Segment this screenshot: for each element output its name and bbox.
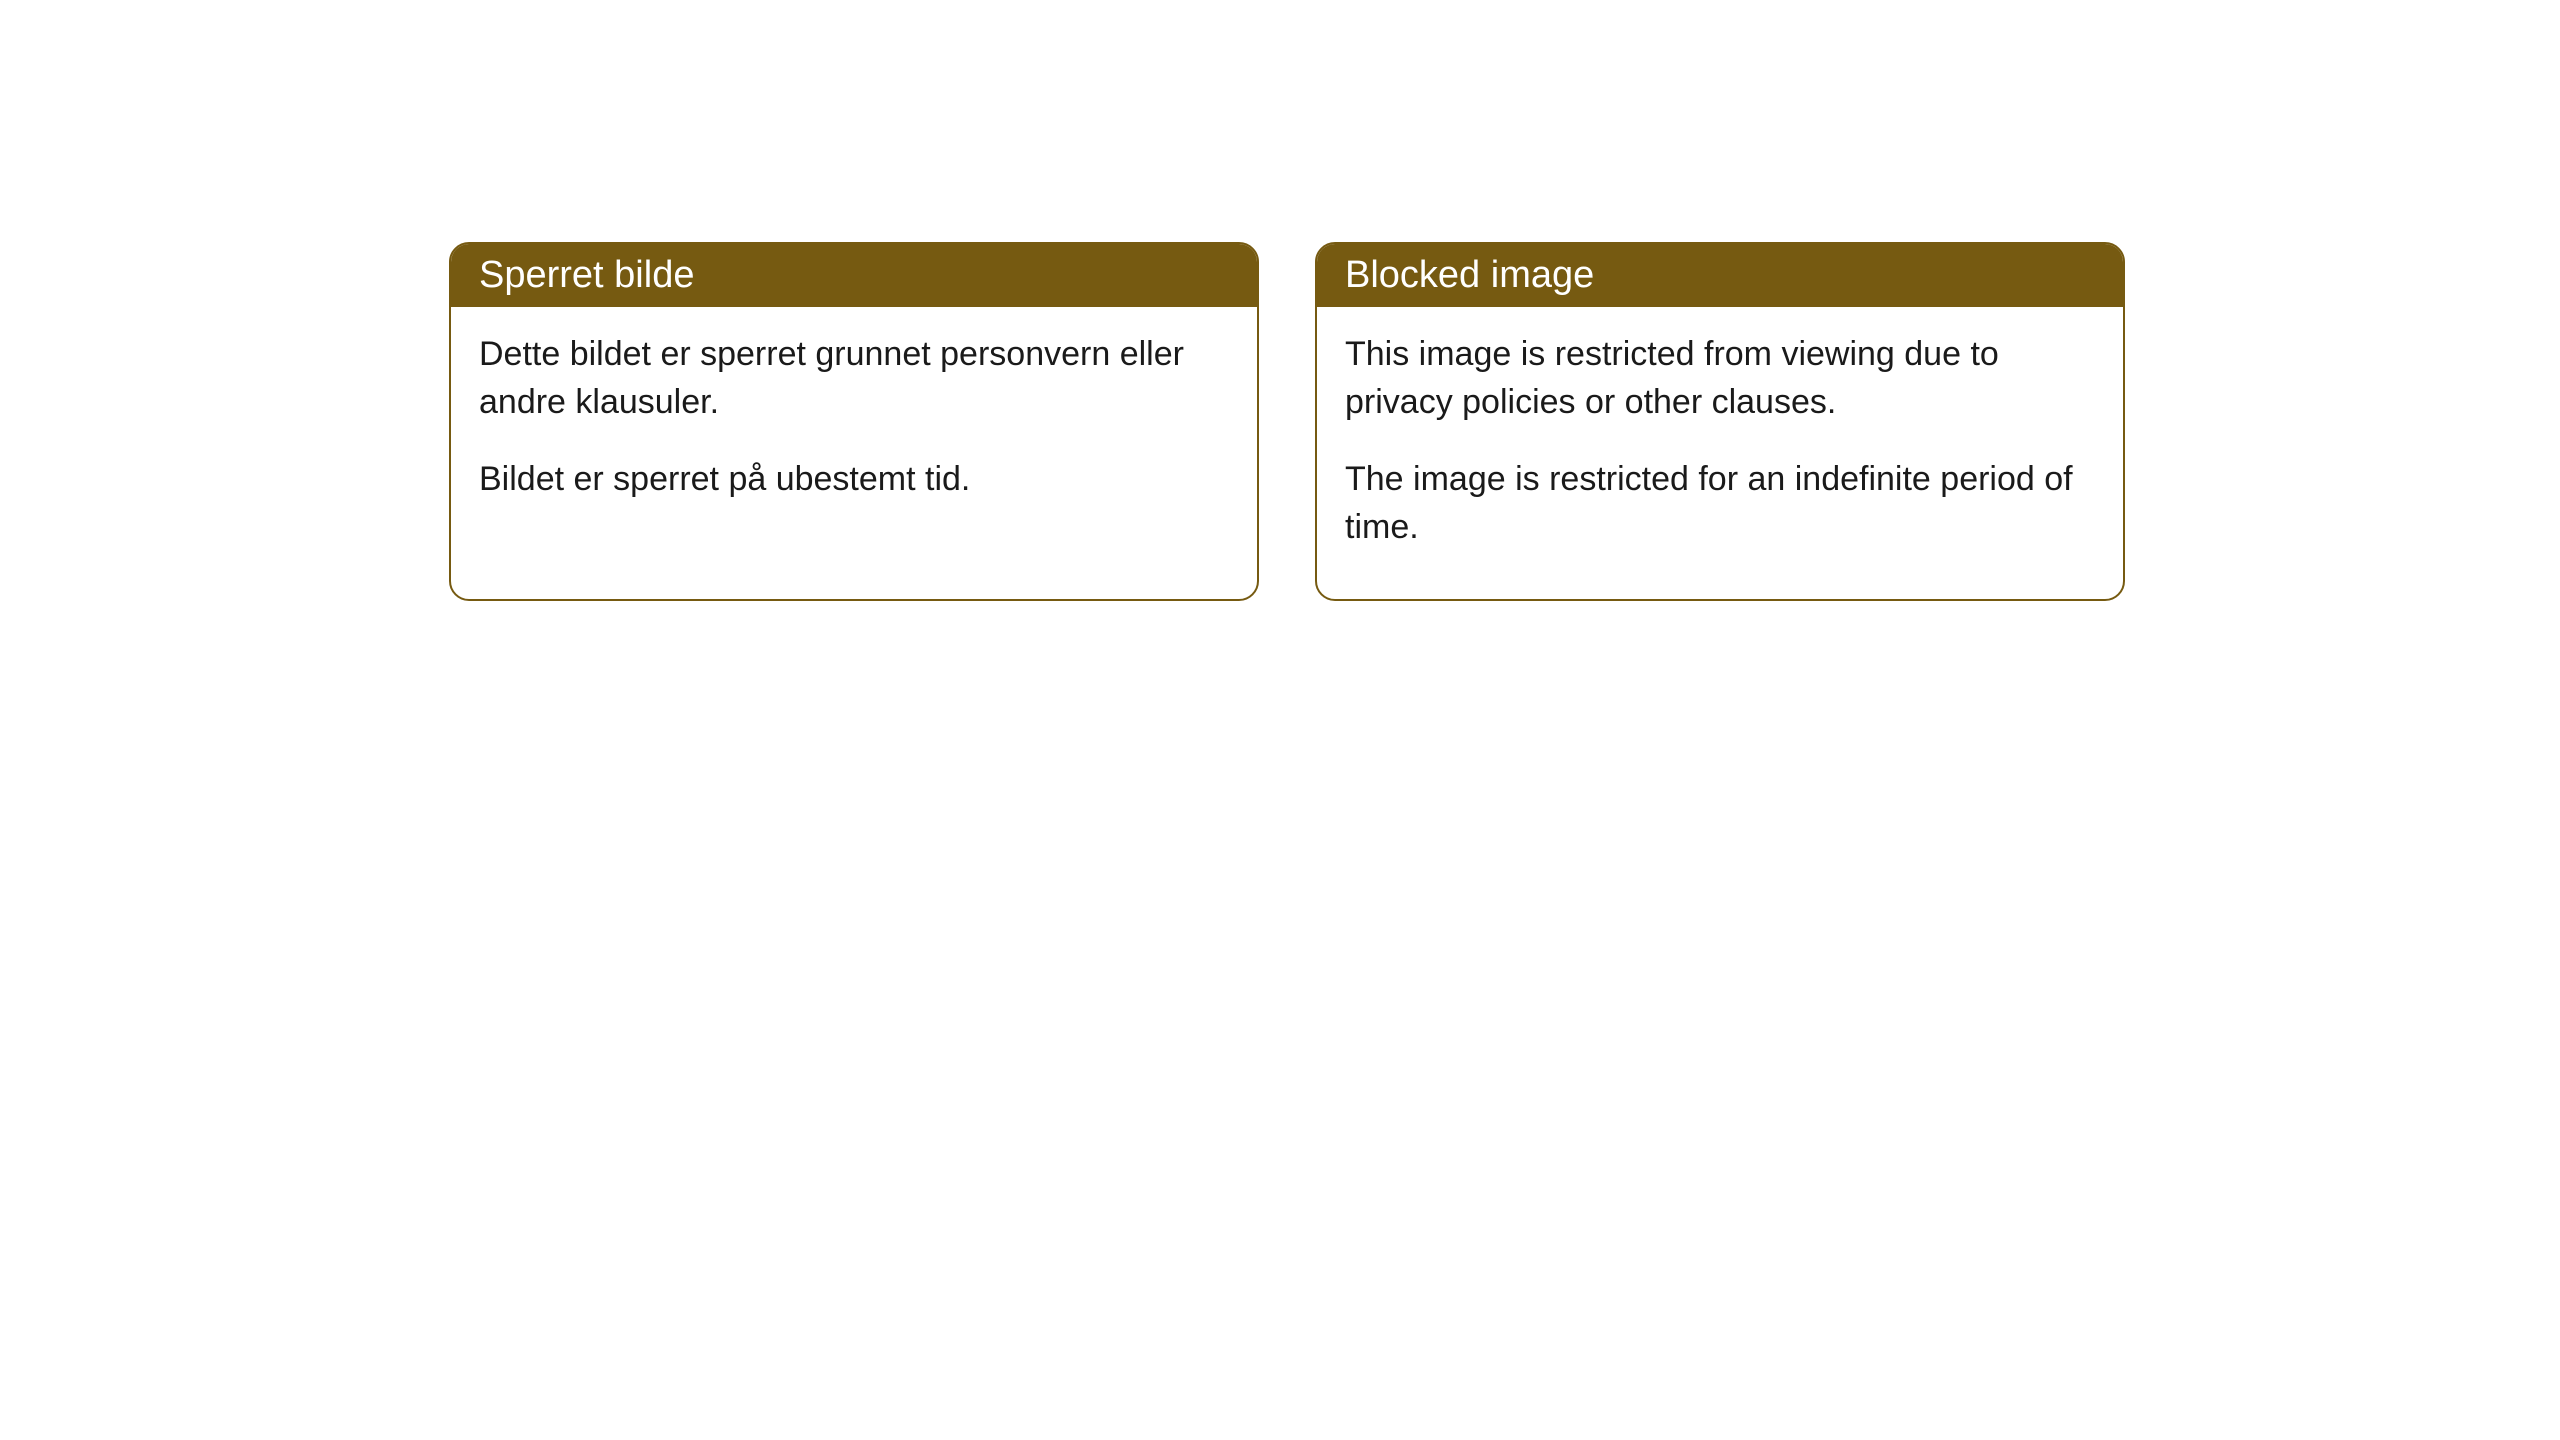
notice-card-norwegian: Sperret bilde Dette bildet er sperret gr…: [449, 242, 1259, 601]
card-body: Dette bildet er sperret grunnet personve…: [451, 307, 1257, 552]
card-header: Sperret bilde: [451, 244, 1257, 307]
card-paragraph: The image is restricted for an indefinit…: [1345, 456, 2095, 551]
card-paragraph: This image is restricted from viewing du…: [1345, 331, 2095, 426]
card-paragraph: Dette bildet er sperret grunnet personve…: [479, 331, 1229, 426]
card-body: This image is restricted from viewing du…: [1317, 307, 2123, 599]
card-paragraph: Bildet er sperret på ubestemt tid.: [479, 456, 1229, 504]
notice-container: Sperret bilde Dette bildet er sperret gr…: [449, 242, 2125, 601]
card-title: Blocked image: [1345, 254, 1594, 296]
notice-card-english: Blocked image This image is restricted f…: [1315, 242, 2125, 601]
card-header: Blocked image: [1317, 244, 2123, 307]
card-title: Sperret bilde: [479, 254, 694, 296]
